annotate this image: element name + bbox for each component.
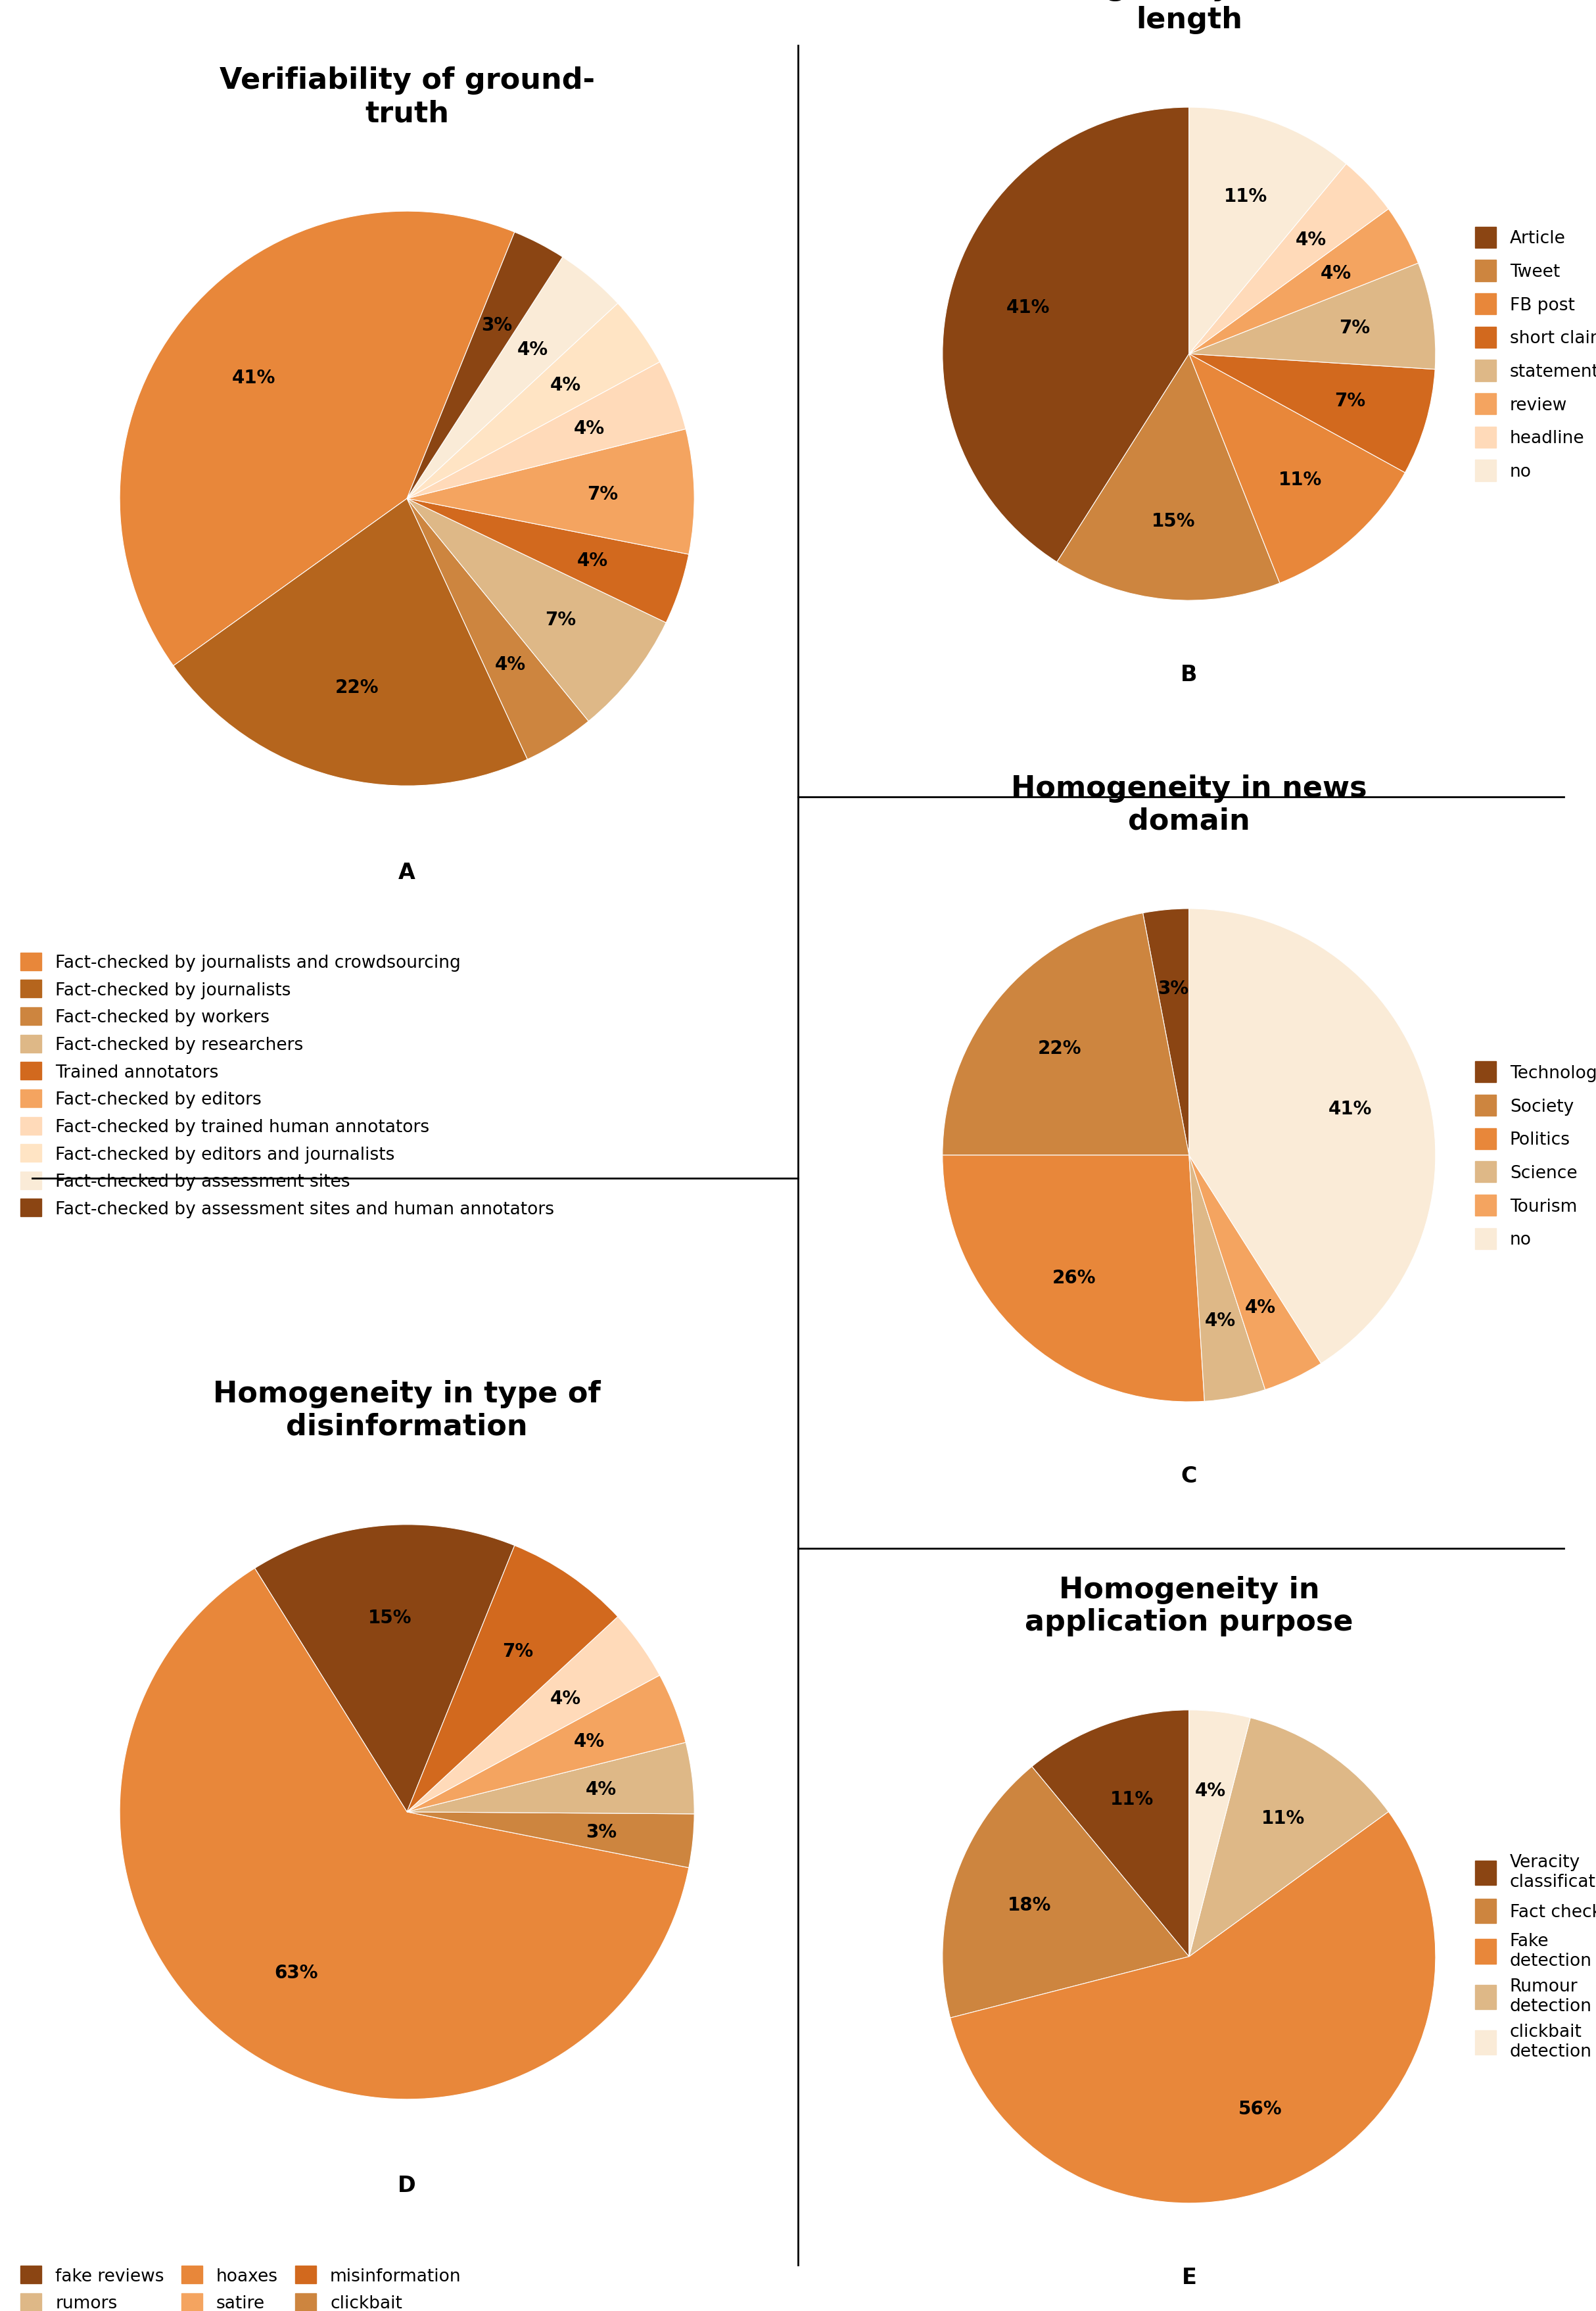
Title: Homogeneity in type of
disinformation: Homogeneity in type of disinformation bbox=[214, 1380, 600, 1440]
Wedge shape bbox=[407, 1675, 686, 1812]
Wedge shape bbox=[407, 233, 563, 499]
Text: 7%: 7% bbox=[587, 485, 618, 504]
Wedge shape bbox=[1189, 1156, 1266, 1400]
Text: B: B bbox=[1181, 663, 1197, 686]
Text: 41%: 41% bbox=[231, 370, 275, 388]
Text: 4%: 4% bbox=[1205, 1310, 1235, 1329]
Wedge shape bbox=[407, 499, 589, 760]
Text: 4%: 4% bbox=[551, 1689, 581, 1708]
Title: Homogeneity in news
domain: Homogeneity in news domain bbox=[1010, 774, 1368, 834]
Wedge shape bbox=[943, 1766, 1189, 2018]
Wedge shape bbox=[1189, 1156, 1321, 1389]
Text: 4%: 4% bbox=[517, 340, 547, 358]
Wedge shape bbox=[120, 1569, 689, 2098]
Text: 22%: 22% bbox=[335, 679, 378, 698]
Text: 3%: 3% bbox=[1157, 980, 1189, 998]
Wedge shape bbox=[1189, 263, 1435, 370]
Text: 3%: 3% bbox=[586, 1823, 616, 1842]
Text: 15%: 15% bbox=[1151, 513, 1195, 532]
Wedge shape bbox=[407, 257, 618, 499]
Wedge shape bbox=[120, 213, 514, 666]
Text: 4%: 4% bbox=[573, 418, 605, 437]
Text: 7%: 7% bbox=[544, 610, 576, 629]
Wedge shape bbox=[1057, 354, 1280, 601]
Text: 11%: 11% bbox=[1261, 1810, 1306, 1828]
Wedge shape bbox=[407, 1812, 694, 1867]
Wedge shape bbox=[407, 499, 689, 624]
Wedge shape bbox=[407, 1742, 694, 1814]
Wedge shape bbox=[407, 499, 666, 721]
Wedge shape bbox=[407, 363, 686, 499]
Title: Homogeneity in news
length: Homogeneity in news length bbox=[1010, 0, 1368, 35]
Text: 4%: 4% bbox=[551, 377, 581, 395]
Text: 4%: 4% bbox=[573, 1733, 605, 1749]
Text: 56%: 56% bbox=[1238, 2098, 1282, 2117]
Wedge shape bbox=[407, 1546, 618, 1812]
Text: 4%: 4% bbox=[1194, 1782, 1226, 1800]
Text: 3%: 3% bbox=[482, 317, 512, 335]
Text: 4%: 4% bbox=[1245, 1299, 1275, 1317]
Wedge shape bbox=[1189, 210, 1419, 354]
Text: D: D bbox=[397, 2175, 417, 2195]
Legend: fake reviews, rumors, fake articles, hoaxes, satire, misinformation, clickbait: fake reviews, rumors, fake articles, hoa… bbox=[21, 2265, 461, 2311]
Wedge shape bbox=[943, 913, 1189, 1156]
Text: 22%: 22% bbox=[1037, 1040, 1082, 1058]
Wedge shape bbox=[1143, 908, 1189, 1156]
Text: 4%: 4% bbox=[1320, 263, 1352, 282]
Text: 4%: 4% bbox=[586, 1779, 616, 1798]
Wedge shape bbox=[943, 109, 1189, 562]
Wedge shape bbox=[1189, 354, 1404, 585]
Wedge shape bbox=[174, 499, 528, 786]
Wedge shape bbox=[950, 1812, 1435, 2202]
Text: 7%: 7% bbox=[1334, 393, 1366, 411]
Text: 18%: 18% bbox=[1007, 1895, 1052, 1914]
Text: 41%: 41% bbox=[1005, 298, 1050, 317]
Text: 7%: 7% bbox=[1339, 319, 1369, 337]
Text: 4%: 4% bbox=[1296, 231, 1326, 250]
Legend: Veracity
classification, Fact checking, Fake
detection, Rumour
detection, clickb: Veracity classification, Fact checking, … bbox=[1475, 1853, 1596, 2059]
Text: A: A bbox=[399, 862, 415, 883]
Text: 63%: 63% bbox=[275, 1964, 318, 1983]
Legend: Article, Tweet, FB post, short claim, statement, review, headline, no: Article, Tweet, FB post, short claim, st… bbox=[1475, 226, 1596, 481]
Text: 26%: 26% bbox=[1052, 1269, 1096, 1287]
Wedge shape bbox=[1189, 1710, 1250, 1957]
Text: 15%: 15% bbox=[369, 1608, 412, 1627]
Wedge shape bbox=[407, 430, 694, 555]
Legend: Fact-checked by journalists and crowdsourcing, Fact-checked by journalists, Fact: Fact-checked by journalists and crowdsou… bbox=[21, 952, 554, 1218]
Wedge shape bbox=[1189, 1717, 1389, 1957]
Text: 4%: 4% bbox=[495, 656, 527, 675]
Wedge shape bbox=[407, 1618, 659, 1812]
Text: 7%: 7% bbox=[503, 1643, 533, 1659]
Text: 4%: 4% bbox=[576, 552, 608, 571]
Wedge shape bbox=[1033, 1710, 1189, 1957]
Wedge shape bbox=[1189, 354, 1435, 474]
Wedge shape bbox=[1189, 164, 1389, 354]
Text: 11%: 11% bbox=[1111, 1789, 1154, 1807]
Wedge shape bbox=[943, 1156, 1205, 1403]
Title: Verifiability of ground-
truth: Verifiability of ground- truth bbox=[219, 67, 595, 127]
Text: C: C bbox=[1181, 1465, 1197, 1486]
Text: E: E bbox=[1181, 2267, 1197, 2288]
Wedge shape bbox=[255, 1525, 514, 1812]
Wedge shape bbox=[1189, 908, 1435, 1363]
Text: 11%: 11% bbox=[1224, 187, 1267, 206]
Text: 41%: 41% bbox=[1328, 1100, 1373, 1119]
Wedge shape bbox=[1189, 109, 1345, 354]
Wedge shape bbox=[407, 303, 659, 499]
Legend: Technology, Society, Politics, Science, Tourism, no: Technology, Society, Politics, Science, … bbox=[1475, 1061, 1596, 1250]
Text: 11%: 11% bbox=[1278, 471, 1321, 490]
Title: Homogeneity in
application purpose: Homogeneity in application purpose bbox=[1025, 1576, 1353, 1636]
